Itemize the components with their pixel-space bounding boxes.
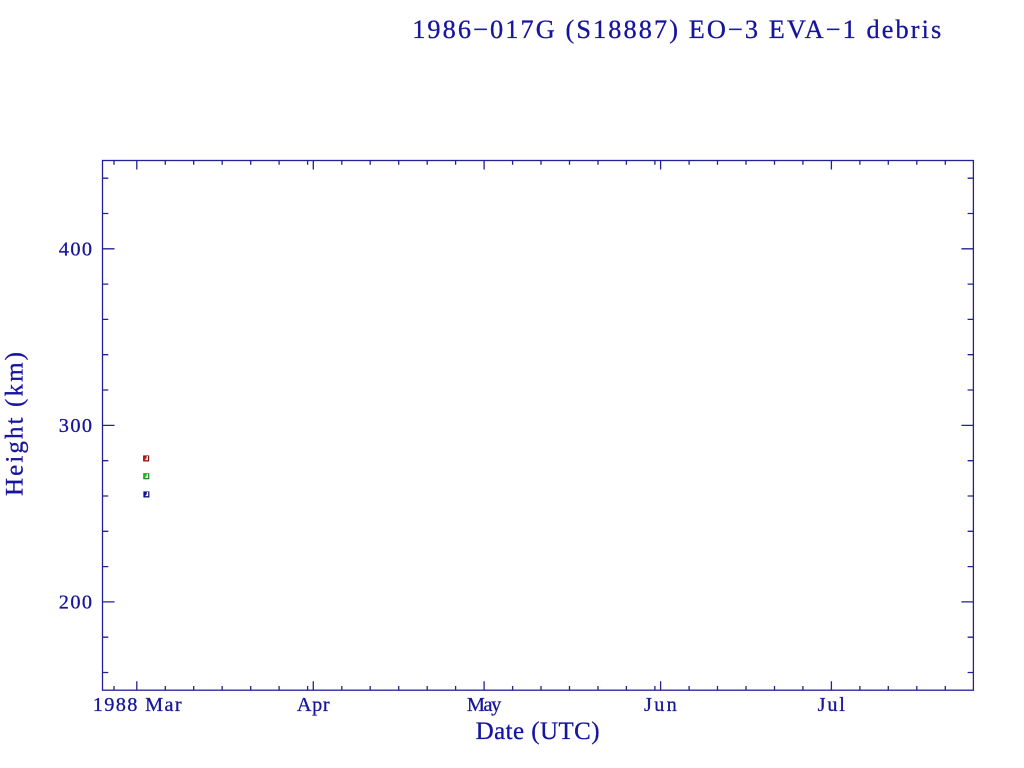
svg-text:Apr: Apr bbox=[297, 694, 330, 716]
svg-text:1988 Mar: 1988 Mar bbox=[93, 694, 182, 716]
svg-text:200: 200 bbox=[59, 592, 92, 614]
svg-text:Jul: Jul bbox=[818, 694, 846, 716]
svg-text:400: 400 bbox=[59, 238, 92, 260]
svg-text:May: May bbox=[467, 694, 502, 716]
svg-text:Date (UTC): Date (UTC) bbox=[476, 718, 600, 745]
svg-text:1986−017G (S18887) EO−3 EVA−1: 1986−017G (S18887) EO−3 EVA−1 debris bbox=[412, 15, 941, 44]
svg-text:300: 300 bbox=[59, 415, 92, 437]
svg-text:Height (km): Height (km) bbox=[2, 352, 29, 496]
svg-text:Jun: Jun bbox=[644, 694, 677, 716]
